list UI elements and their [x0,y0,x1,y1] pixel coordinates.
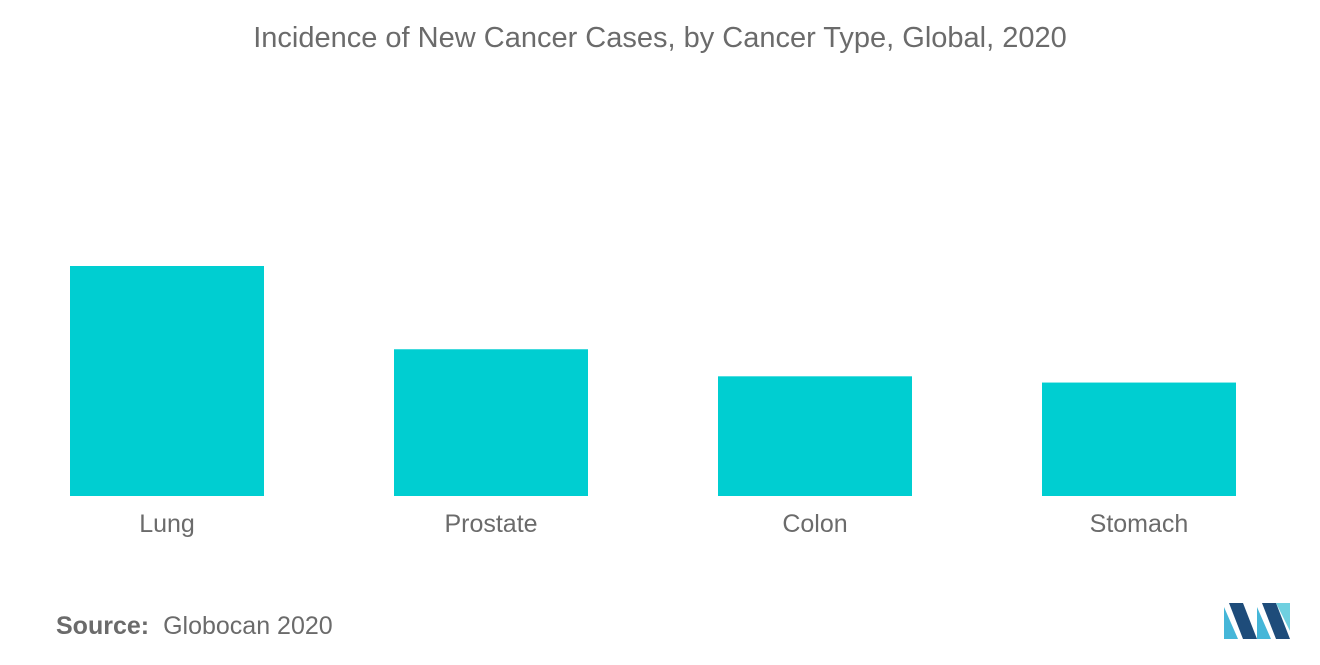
bar-colon [718,376,912,496]
bar-lung [70,266,264,496]
source-text: Globocan 2020 [163,612,333,640]
x-tick-label-stomach: Stomach [1090,510,1189,538]
source-label: Source: [56,612,150,640]
x-tick-label-colon: Colon [782,510,847,538]
source-note: Source: Globocan 2020 [56,612,333,641]
x-tick-label-lung: Lung [139,510,195,538]
chart-title: Incidence of New Cancer Cases, by Cancer… [253,22,1067,54]
brand-logo-icon [1224,603,1290,639]
x-tick-label-prostate: Prostate [444,510,537,538]
bar-stomach [1042,382,1236,496]
bar-prostate [394,349,588,496]
